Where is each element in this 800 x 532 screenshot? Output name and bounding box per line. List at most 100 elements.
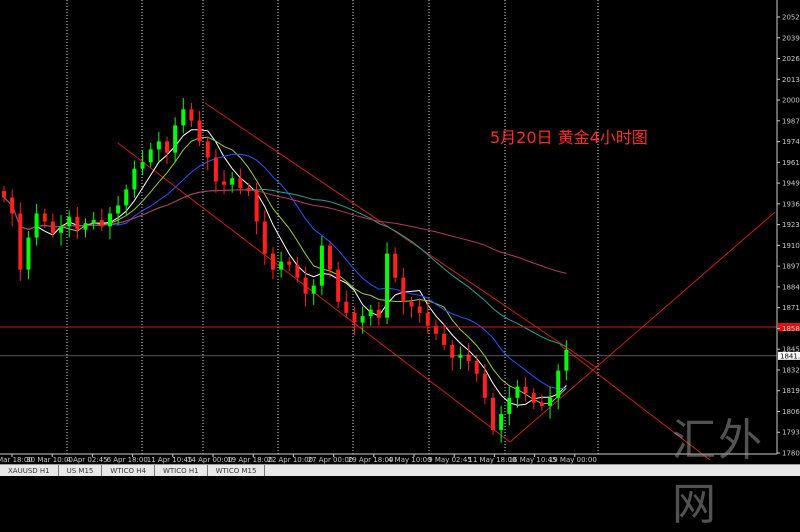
candle-body	[474, 360, 479, 374]
candle-body	[556, 370, 561, 398]
candle-body	[482, 373, 487, 398]
y-tick-label: 1910.1	[782, 242, 800, 250]
y-tick-label: 1987.8	[782, 117, 800, 125]
candle-body	[515, 386, 520, 398]
moving-averages	[3, 129, 567, 406]
x-tick-label: 27 Mar 18:00	[0, 456, 33, 464]
y-tick-label: 2013.7	[782, 76, 800, 84]
candle-body	[393, 253, 398, 278]
candle-body	[344, 301, 349, 313]
candle-body	[352, 312, 357, 323]
candle-body	[401, 277, 406, 302]
candle-body	[50, 221, 55, 233]
candle-body	[319, 245, 324, 286]
candle-body	[18, 213, 23, 270]
candle-body	[425, 312, 430, 326]
chart-title: 5月20日 黄金4小时图	[490, 128, 648, 147]
level-label	[778, 323, 800, 332]
candle-body	[539, 402, 544, 406]
trendline-drop[interactable]	[559, 344, 711, 461]
tab-wtico-h4[interactable]: WTICO H4	[102, 465, 155, 476]
candle-body	[2, 191, 6, 198]
tab-us-m15[interactable]: US M15	[59, 465, 103, 476]
candle-body	[531, 393, 536, 403]
x-tick-label: 11 May 18:00	[468, 456, 516, 464]
y-tick-label: 2000.8	[782, 97, 800, 105]
x-tick-label: 4 May 10:00	[388, 456, 432, 464]
x-tick-label: 9 May 02:45	[428, 456, 472, 464]
candle-body	[442, 333, 447, 345]
candle-body	[156, 141, 161, 150]
y-tick-label: 1858.3	[782, 325, 800, 333]
y-tick-label: 1884.2	[782, 283, 800, 291]
y-tick-label: 2052.6	[782, 14, 800, 22]
candle-body	[107, 213, 112, 227]
channel-upper[interactable]	[204, 102, 601, 371]
candle-body	[59, 226, 64, 233]
current-price-label: 1841.2	[780, 352, 800, 360]
candle-body	[295, 264, 300, 278]
candle-body	[75, 216, 80, 230]
candles	[2, 98, 569, 443]
candle-body	[67, 216, 72, 227]
ma-14-line	[3, 153, 567, 390]
candle-body	[148, 149, 153, 163]
candle-body	[26, 237, 31, 270]
x-tick-label: 27 Apr 00:00	[308, 456, 354, 464]
y-tick-label: 1845.4	[782, 346, 800, 354]
y-tick-label: 1793.6	[782, 429, 800, 437]
candle-body	[173, 125, 178, 153]
x-tick-label: 11 Apr 10:45	[147, 456, 193, 464]
candle-body	[360, 316, 365, 323]
candle-body	[124, 189, 129, 206]
y-tick-label: 1832.4	[782, 366, 800, 374]
y-tick-label: 1806.5	[782, 408, 800, 416]
candle-body	[507, 397, 512, 414]
candle-body	[450, 344, 455, 358]
candle-body	[336, 269, 341, 302]
candle-body	[385, 253, 390, 318]
horizontal-level[interactable]: 1841.2	[0, 323, 800, 360]
candle-body	[499, 413, 504, 430]
tab-wtico-h1[interactable]: WTICO H1	[155, 465, 208, 476]
candle-body	[548, 397, 553, 406]
candle-body	[189, 109, 194, 121]
candle-body	[466, 354, 471, 361]
candle-body	[254, 191, 259, 222]
candle-body	[34, 213, 39, 238]
y-tick-label: 1936.0	[782, 200, 800, 208]
x-tick-label: 30 Mar 10:00	[26, 456, 73, 464]
candle-body	[205, 141, 210, 158]
candle-body	[279, 261, 284, 270]
candle-body	[165, 141, 169, 153]
candle-body	[433, 325, 438, 334]
candle-body	[491, 397, 495, 430]
x-tick-label: 14 Apr 00:00	[187, 456, 233, 464]
candle-body	[116, 205, 121, 214]
tab-xauusd-h1[interactable]: XAUUSD H1	[0, 465, 59, 476]
x-tick-label: 29 Apr 18:00	[348, 456, 394, 464]
candle-body	[213, 157, 218, 182]
x-tick-label: 4 Apr 02:45	[66, 456, 107, 464]
candle-body	[409, 301, 414, 307]
candle-body	[564, 349, 569, 371]
x-tick-label: 19 Apr 18:00	[227, 456, 273, 464]
y-tick-label: 2039.6	[782, 34, 800, 42]
candle-body	[132, 168, 137, 190]
ma-30-line	[3, 188, 567, 348]
candle-body	[287, 261, 292, 265]
y-tick-label: 1961.9	[782, 159, 800, 167]
x-tick-label: 6 Apr 18:00	[107, 456, 148, 464]
y-tick-label: 1897.2	[782, 263, 800, 271]
y-tick-label: 1974.9	[782, 138, 800, 146]
candle-body	[197, 120, 202, 142]
candle-body	[523, 386, 528, 394]
price-chart[interactable]: 1841.2 2052.6 2039.6 2026.7 2013.7 2000.8 198…	[0, 0, 800, 464]
candle-body	[42, 213, 47, 222]
candle-body	[181, 109, 186, 126]
current-price-box	[778, 351, 800, 360]
ma-5-line	[3, 129, 567, 406]
candle-body	[99, 219, 104, 227]
tab-wtico-m15[interactable]: WTICO M15	[208, 465, 266, 476]
x-tick-label: 16 May 10:45	[509, 456, 557, 464]
